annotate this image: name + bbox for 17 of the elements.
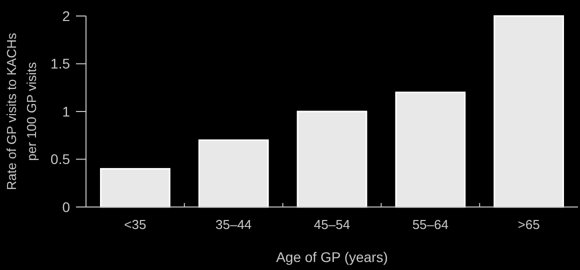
- bar: [494, 15, 564, 208]
- x-tick-label: 55–64: [412, 217, 448, 232]
- bar: [296, 110, 368, 208]
- y-tick-label: 0: [62, 198, 70, 215]
- y-tick-label: 1.5: [50, 56, 70, 72]
- y-tick-label: 2: [62, 8, 70, 24]
- x-tick-label: 45–54: [314, 217, 350, 232]
- y-tick-label: 0.5: [50, 151, 70, 168]
- x-tick-label: >65: [518, 217, 540, 232]
- x-tick-label: 35–44: [216, 217, 252, 232]
- x-tick-label: <35: [124, 217, 146, 232]
- y-tick-label: 1: [62, 103, 70, 120]
- bar: [198, 139, 269, 208]
- bar: [395, 92, 466, 208]
- bar: [100, 168, 170, 208]
- x-axis-title: Age of GP (years): [276, 249, 388, 265]
- y-axis-title: Rate of GP visits to KACHs per 100 GP visits: [4, 32, 39, 190]
